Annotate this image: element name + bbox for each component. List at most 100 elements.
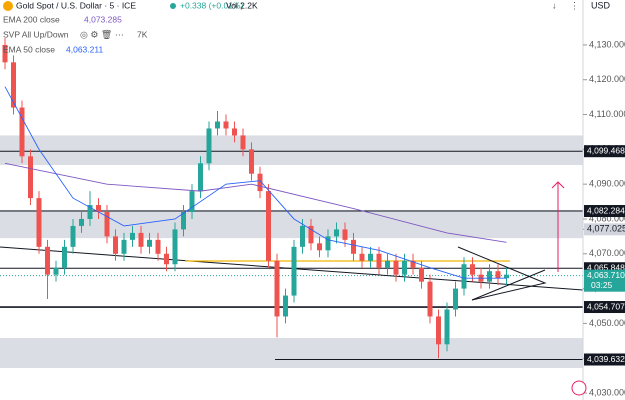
ema50-value: 4,063.211 [66, 44, 103, 54]
price-axis [583, 0, 625, 400]
level-label-box [584, 353, 625, 366]
ema-line [4, 86, 507, 279]
candle-body [351, 239, 356, 254]
candle-body [155, 239, 161, 254]
symbol-icon [3, 1, 13, 11]
candle-body [113, 236, 118, 254]
candle-body [19, 107, 25, 157]
icon[interactable]: ⋮ [570, 0, 579, 10]
level-label: 4,039.632 [587, 354, 625, 364]
ema200-name: EMA 200 close [3, 14, 60, 24]
arrow-head [551, 181, 565, 189]
y-tick-label: 4,070.000 [589, 248, 625, 258]
level-label-box [584, 301, 625, 314]
y-tick-label: 4,030.000 [589, 387, 625, 397]
ema-line [4, 162, 507, 243]
candle-body [164, 253, 169, 265]
candle-body [181, 212, 186, 230]
candle-body [368, 253, 373, 261]
level-label-box [584, 205, 625, 218]
candle-body [274, 260, 280, 317]
level-label-box [584, 145, 625, 158]
candle-body [300, 225, 305, 247]
volume: Vol 2.2K [226, 0, 258, 10]
candle-body [45, 246, 50, 275]
candle-body [257, 173, 263, 192]
candle-body [325, 236, 331, 251]
y-tick-label: 4,130.000 [589, 39, 625, 49]
candle-body [215, 121, 220, 129]
candle-body [291, 246, 297, 296]
candle-body [427, 281, 433, 317]
triangle-line [471, 269, 546, 301]
status-dot [170, 3, 176, 9]
candle-body [138, 232, 144, 247]
candle-body [223, 121, 229, 129]
y-tick-label: 4,110.000 [589, 109, 625, 119]
candle-body [283, 295, 288, 317]
candle-body [487, 271, 492, 282]
candle-body [70, 225, 76, 247]
last-price: 4,063.710 [587, 270, 625, 280]
level-label: 4,082.284 [587, 205, 625, 215]
candle-body [342, 229, 348, 240]
logo[interactable] [571, 380, 587, 396]
svp-name: SVP All Up/Down [3, 29, 69, 39]
ema50-name: EMA 50 close [3, 44, 55, 54]
y-tick-label: 4,120.000 [589, 74, 625, 84]
candle-body [470, 264, 475, 275]
candle-body [385, 260, 390, 268]
candle-body [240, 135, 246, 150]
candle-body [87, 205, 93, 219]
triangle [457, 246, 547, 301]
symbol: Gold Spot / U.S. Dollar · 5 · ICE [16, 0, 136, 10]
candle-body [359, 253, 365, 261]
candle-body [402, 260, 407, 275]
icon[interactable]: ◎ ⚙ 🗑 ⋯ [80, 29, 124, 39]
level-label: 4,099.468 [587, 145, 625, 155]
candle-body [308, 225, 314, 244]
candle-body [495, 271, 501, 279]
candle-body [206, 128, 212, 164]
zone [0, 135, 583, 166]
candle-body [444, 309, 450, 345]
zone-label: 4,077.025 [587, 224, 625, 234]
zone [0, 338, 583, 368]
y-tick-label: 4,050.000 [589, 318, 625, 328]
candle-body [121, 239, 127, 254]
candle-body [36, 198, 42, 247]
candle-body [436, 316, 441, 345]
candle-body [419, 267, 424, 282]
candle-body [266, 191, 271, 261]
candle-body [249, 149, 254, 174]
level-label: 4,065.848 [587, 262, 625, 272]
change: +0.338 (+0.01%) [180, 0, 243, 10]
zone [0, 209, 583, 239]
candle-body [130, 232, 135, 240]
candle-body [53, 267, 59, 275]
candle-body [11, 62, 16, 108]
candle-body [410, 260, 416, 268]
candle-body [376, 253, 382, 268]
icon[interactable]: ↓ [552, 0, 557, 10]
candle-body [28, 156, 33, 199]
candle-body [453, 288, 458, 310]
candle-body [461, 264, 467, 289]
candle-body [96, 205, 101, 213]
candle-body [504, 274, 509, 279]
y-tick-label: 4,090.000 [589, 179, 625, 189]
candle-body [2, 44, 8, 63]
countdown: 03:25 [591, 280, 613, 290]
level-label: 4,054.707 [587, 301, 625, 311]
candle-body [232, 128, 237, 136]
candle-body [147, 239, 152, 247]
candle-body [172, 229, 178, 265]
last-price-box [584, 269, 625, 292]
svp-value: 7K [137, 29, 148, 39]
candle-body [393, 260, 399, 275]
y-tick-label: 4,080.000 [589, 213, 625, 223]
candle-body [62, 246, 67, 268]
currency[interactable]: USD [591, 0, 611, 10]
